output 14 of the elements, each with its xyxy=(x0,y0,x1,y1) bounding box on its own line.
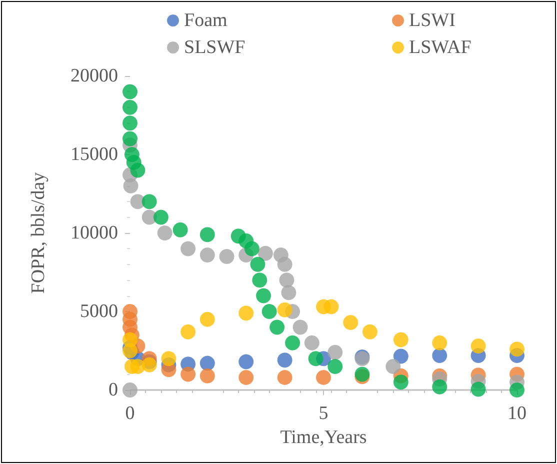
legend-label: Foam xyxy=(184,10,228,31)
legend-label: LSWI xyxy=(409,10,456,31)
y-tick-label: 5000 xyxy=(80,301,118,322)
x-tick-label: 0 xyxy=(125,403,135,424)
legend-label: SLSWF xyxy=(184,37,246,58)
y-tick-label: 10000 xyxy=(70,222,118,244)
y-tick-label: 20000 xyxy=(70,66,118,86)
x-axis-title: Time,Years xyxy=(280,426,367,448)
legend-label: LSWAF xyxy=(409,37,472,58)
y-axis-title: FOPR, bbls/day xyxy=(28,172,49,294)
y-tick-label: 0 xyxy=(108,380,118,400)
x-tick-label: 10 xyxy=(508,403,526,424)
y-tick-label: 15000 xyxy=(70,144,118,165)
x-tick-label: 5 xyxy=(318,403,328,424)
